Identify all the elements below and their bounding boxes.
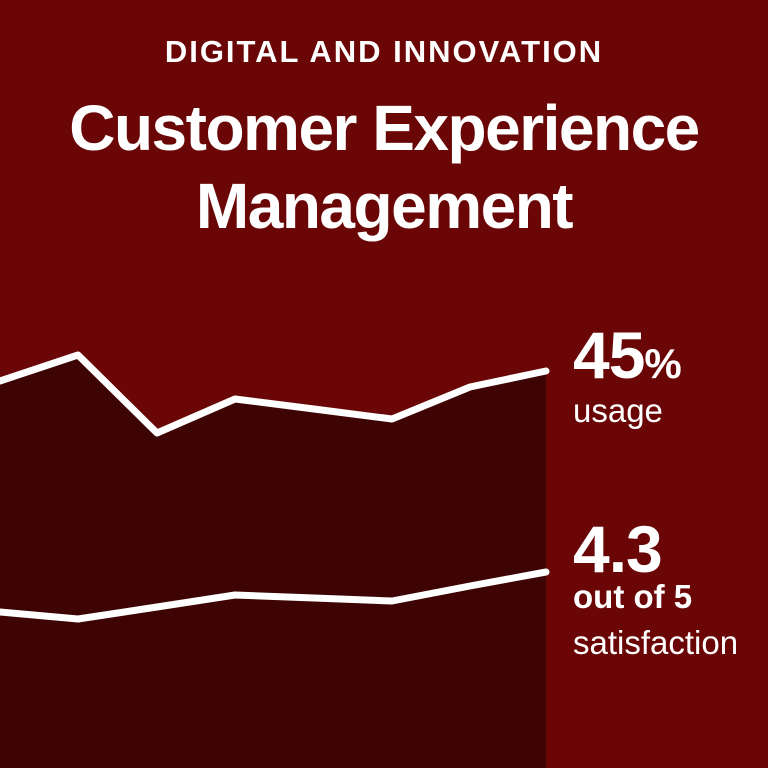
page-title-line-2: Management xyxy=(195,170,574,242)
kicker-text: DIGITAL AND INNOVATION xyxy=(164,34,604,69)
satisfaction-label: satisfaction xyxy=(573,624,739,661)
usage-label: usage xyxy=(573,392,663,429)
page-title: Customer Experience Management xyxy=(0,89,768,245)
satisfaction-value: 4.3 xyxy=(573,512,663,586)
usage-stat-value-row: 45% xyxy=(573,322,682,388)
satisfaction-scale: out of 5 xyxy=(573,578,693,615)
page-title-line-1: Customer Experience xyxy=(69,92,700,164)
usage-value: 45 xyxy=(573,318,645,392)
usage-unit: % xyxy=(644,340,682,387)
